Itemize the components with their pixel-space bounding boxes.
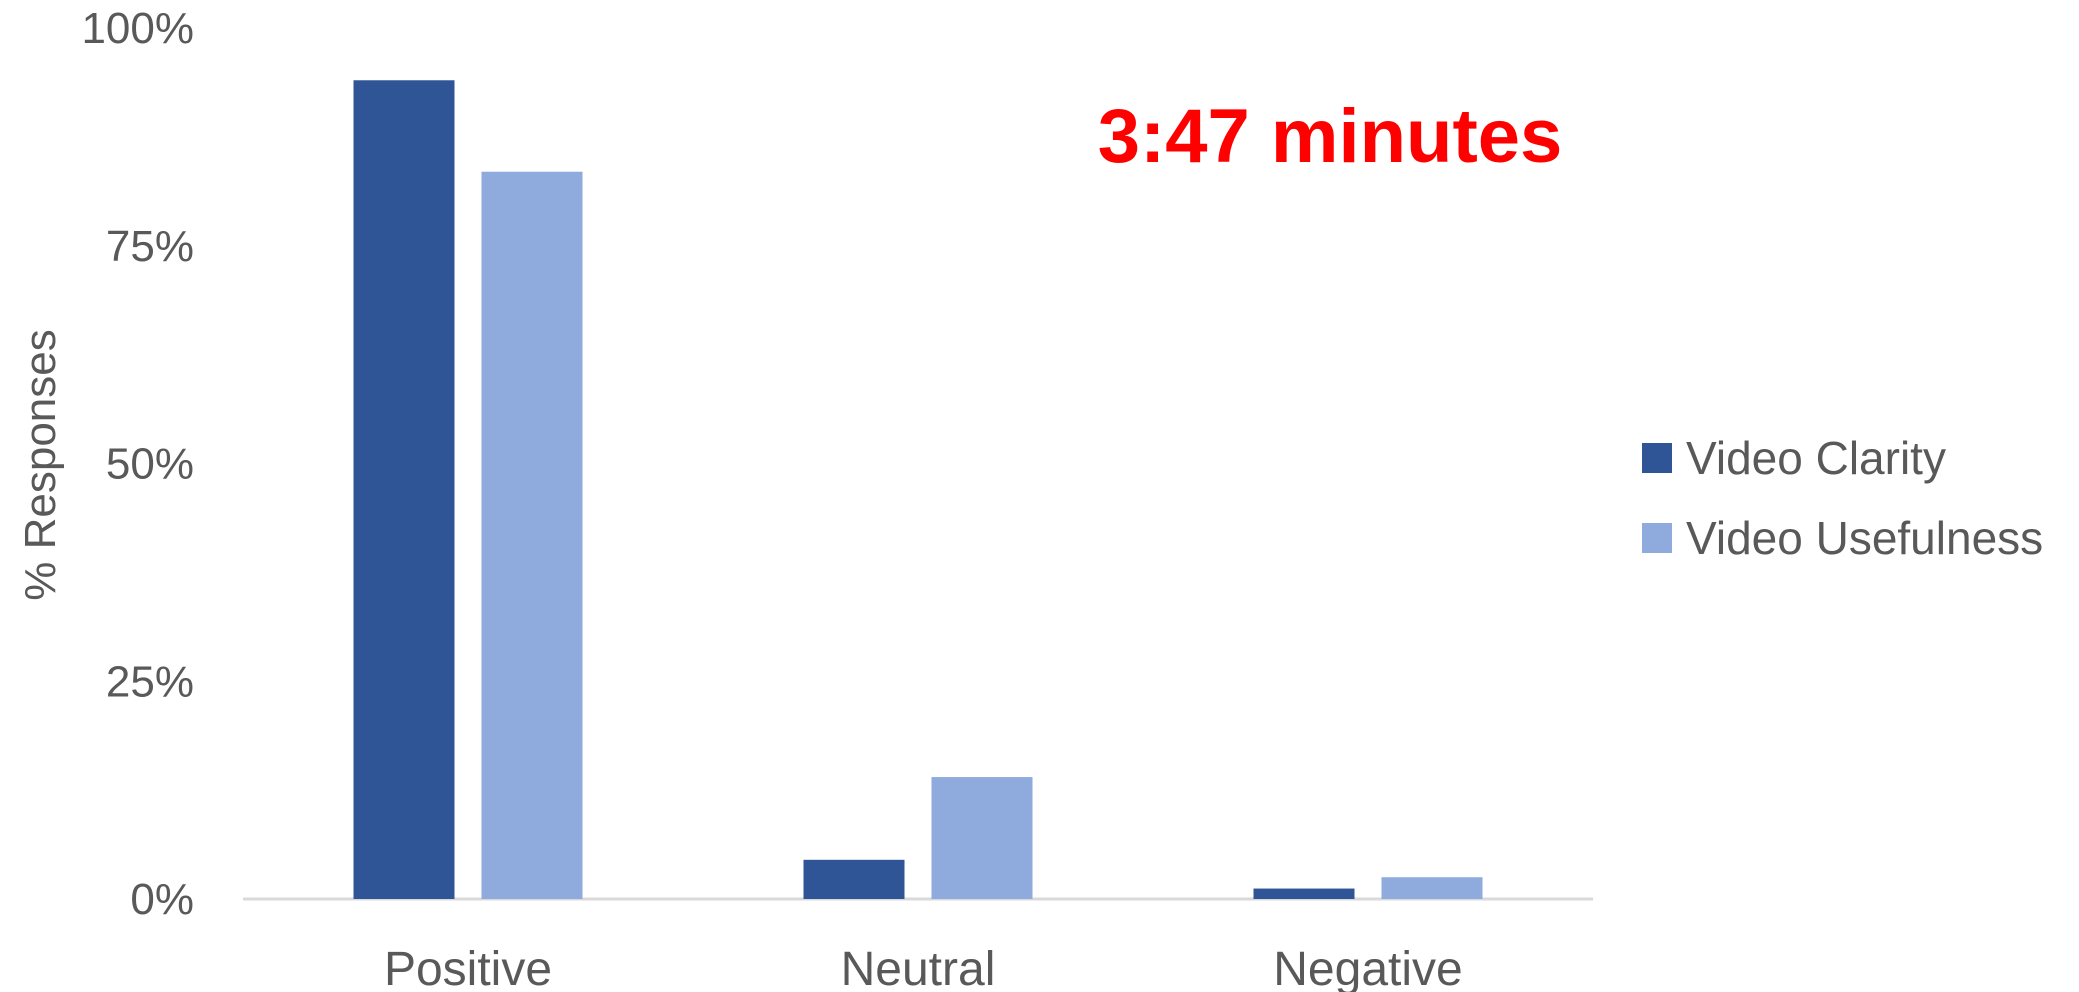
x-category-label: Positive bbox=[384, 943, 552, 992]
bar bbox=[932, 777, 1033, 899]
bar bbox=[1382, 877, 1483, 899]
bar bbox=[804, 860, 905, 899]
y-tick-label: 100% bbox=[81, 4, 194, 53]
x-axis-categories: Positive Neutral Negative bbox=[384, 943, 1463, 992]
y-tick-label: 50% bbox=[106, 440, 194, 489]
bar bbox=[482, 172, 583, 899]
x-category-label: Negative bbox=[1273, 943, 1462, 992]
bars bbox=[354, 80, 1483, 899]
legend-swatch bbox=[1642, 523, 1672, 553]
y-tick-label: 0% bbox=[130, 875, 194, 924]
y-tick-label: 75% bbox=[106, 222, 194, 271]
legend-label: Video Clarity bbox=[1686, 432, 1946, 484]
bar bbox=[1254, 889, 1355, 899]
legend: Video Clarity Video Usefulness bbox=[1642, 432, 2043, 564]
duration-annotation: 3:47 minutes bbox=[1098, 94, 1563, 179]
bar bbox=[354, 80, 455, 899]
x-category-label: Neutral bbox=[841, 943, 996, 992]
y-axis-title: % Responses bbox=[16, 329, 65, 600]
y-tick-label: 25% bbox=[106, 657, 194, 706]
legend-label: Video Usefulness bbox=[1686, 512, 2043, 564]
y-axis-ticks: 0% 25% 50% 75% 100% bbox=[81, 4, 194, 924]
legend-swatch bbox=[1642, 443, 1672, 473]
